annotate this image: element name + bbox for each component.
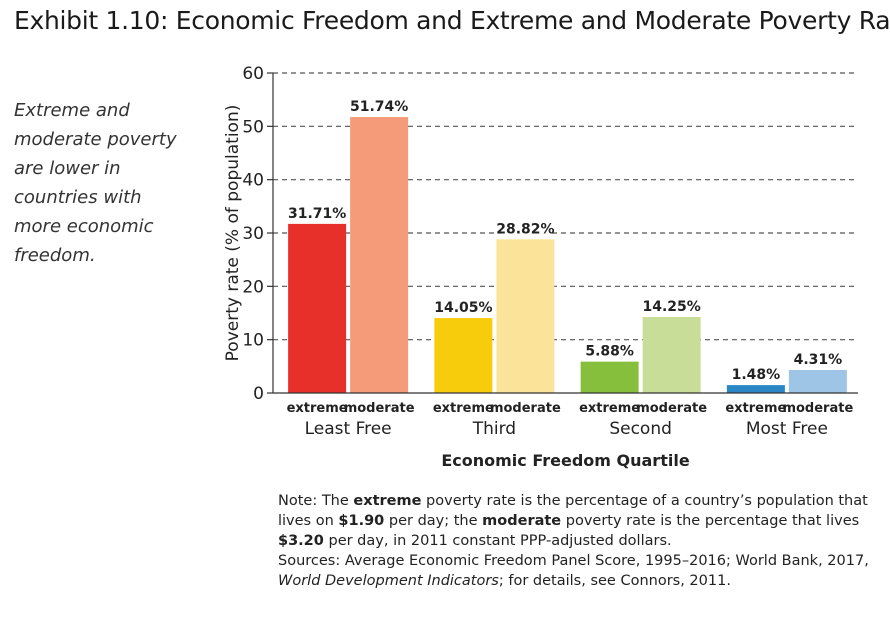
note-bold-extreme: extreme [353, 493, 422, 509]
category-label: Most Free [746, 419, 828, 439]
category-label: Least Free [305, 419, 392, 439]
data-label-bg [500, 219, 551, 237]
bar-moderate [642, 317, 701, 393]
y-tick-label: 60 [242, 64, 264, 84]
sub-category-label: extreme [579, 401, 640, 416]
note-bold-extreme-threshold: $1.90 [338, 513, 385, 529]
sub-category-label: moderate [344, 401, 415, 416]
bar-extreme [726, 385, 785, 393]
bar-moderate [496, 239, 555, 393]
y-tick-label: 40 [242, 171, 264, 191]
chart-title: Exhibit 1.10: Economic Freedom and Extre… [14, 6, 890, 35]
y-tick-label: 50 [242, 117, 264, 137]
category-label: Second [609, 419, 672, 439]
data-label-bg [292, 203, 343, 221]
side-note: Extreme and moderate poverty are lower i… [14, 100, 177, 266]
category-label: Third [472, 419, 516, 439]
bar-extreme [580, 361, 639, 393]
data-label: 5.88% [585, 344, 634, 360]
x-axis-title: Economic Freedom Quartile [441, 451, 689, 470]
sub-category-label: moderate [782, 401, 853, 416]
data-label: 14.25% [642, 299, 700, 315]
note-text: per day; the [384, 513, 483, 529]
sub-category-label: extreme [433, 401, 494, 416]
sub-category-label: extreme [287, 401, 348, 416]
note-text: per day, in 2011 constant PPP-adjusted d… [323, 533, 672, 549]
y-tick-label: 0 [253, 384, 264, 404]
data-label: 1.48% [732, 367, 781, 383]
data-label: 31.71% [288, 206, 346, 222]
note-bold-moderate-threshold: $3.20 [278, 533, 324, 549]
note-text: poverty rate is the percentage that live… [561, 513, 860, 529]
bar-moderate [350, 117, 409, 393]
sub-category-label: moderate [636, 401, 707, 416]
sub-category-label: moderate [490, 401, 561, 416]
y-tick-label: 20 [242, 277, 264, 297]
data-label: 4.31% [794, 352, 843, 368]
data-label: 51.74% [350, 99, 408, 115]
note-text: Note: The [278, 493, 354, 509]
note-bold-moderate: moderate [482, 513, 562, 529]
bar-extreme [288, 223, 347, 393]
footnote: Note: The extreme poverty rate is the pe… [278, 491, 878, 591]
sources-end: ; for details, see Connors, 2011. [498, 573, 731, 589]
y-tick-label: 30 [242, 224, 264, 244]
sources-text: Sources: Average Economic Freedom Panel … [278, 553, 869, 569]
y-axis-title: Poverty rate (% of population) [223, 105, 243, 362]
data-label-bg [792, 350, 843, 368]
data-label-bg [584, 341, 635, 359]
sub-category-label: extreme [725, 401, 786, 416]
bar-moderate [788, 370, 847, 393]
y-tick-label: 10 [242, 331, 264, 351]
data-label: 28.82% [496, 221, 554, 237]
sources-italic: World Development Indicators [278, 573, 499, 589]
data-label-bg [730, 365, 781, 383]
bar-chart: 0 10 20 30 40 50 60 Poverty rate (% of populati… [223, 64, 858, 470]
data-label-bg [646, 297, 697, 314]
data-label-bg [354, 97, 405, 115]
data-label: 14.05% [434, 300, 492, 316]
bar-extreme [434, 318, 493, 393]
note-text: poverty rate is the percentage of a coun… [278, 493, 868, 529]
data-label-bg [438, 298, 489, 316]
